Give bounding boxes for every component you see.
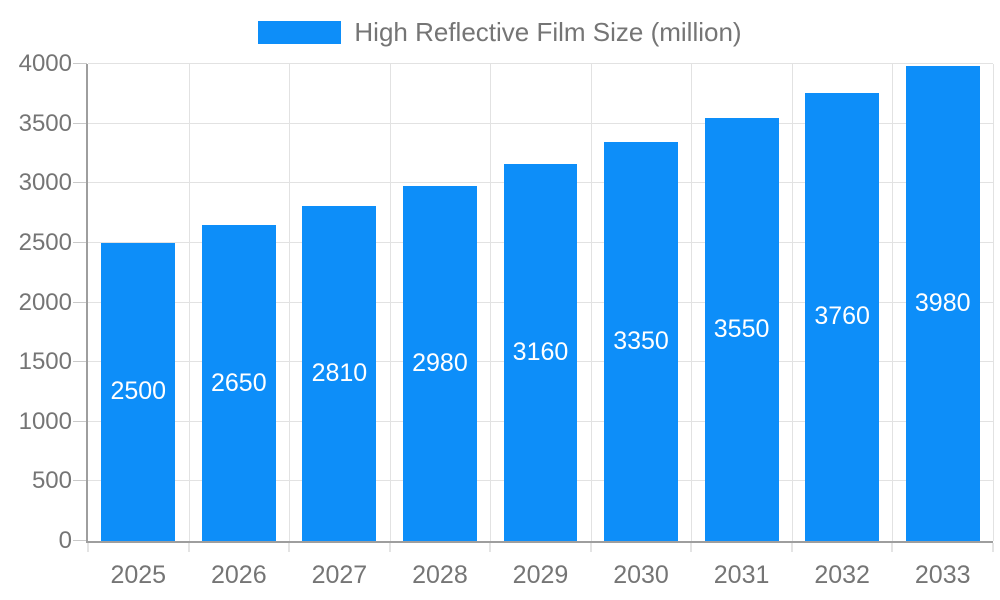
x-tick: [489, 543, 491, 552]
v-gridline: [590, 64, 592, 541]
y-axis-label: 2500: [18, 228, 72, 256]
v-gridline: [389, 64, 391, 541]
v-gridline: [691, 64, 693, 541]
bar-value-label: 3980: [914, 289, 971, 318]
bar: 2980: [402, 185, 477, 541]
bar-value-label: 2980: [412, 348, 468, 377]
x-axis-labels: 2025 2026 2027 2028 2029 2030 2031 2032 2033: [88, 558, 993, 592]
bar-band: 2810: [289, 64, 390, 541]
x-axis-label: 2029: [512, 561, 569, 589]
y-axis-label: 1500: [18, 348, 72, 376]
x-tick: [891, 543, 893, 552]
x-axis-label: 2026: [211, 561, 267, 589]
v-gridline: [791, 64, 793, 541]
v-gridline: [188, 64, 190, 541]
x-ticks: [87, 543, 994, 552]
x-axis-label: 2027: [311, 561, 368, 589]
bar: 3160: [503, 164, 578, 541]
bar: 3760: [805, 92, 880, 541]
y-axis-label: 3500: [18, 109, 72, 137]
bar: 2650: [201, 225, 276, 541]
bar-band: 3350: [591, 64, 692, 541]
x-tick: [389, 543, 391, 552]
bar-value-label: 3760: [814, 302, 870, 331]
x-tick: [690, 543, 692, 552]
y-ticks: [73, 63, 87, 541]
x-axis-line: [86, 541, 993, 543]
legend-swatch: [258, 20, 342, 44]
bar-band: 3160: [490, 64, 591, 541]
v-gridline: [993, 64, 994, 541]
x-axis-label: 2033: [914, 561, 971, 589]
y-axis-label: 500: [31, 467, 72, 495]
y-tick: [73, 361, 87, 363]
x-tick: [188, 543, 190, 552]
bar-value-label: 2650: [211, 368, 267, 397]
bar-band: 3760: [792, 64, 893, 541]
h-gridline: [88, 122, 993, 124]
x-tick: [590, 543, 592, 552]
x-axis-label: 2032: [814, 561, 870, 589]
y-axis-label: 0: [58, 527, 72, 554]
plot-area: 2500 2650 2810 2980 3160 3350 3550 3760 3980: [88, 63, 994, 541]
bar-value-label: 2810: [311, 358, 368, 387]
y-tick: [73, 63, 87, 64]
legend: High Reflective Film Size (million): [0, 13, 1000, 51]
bar-band: 2650: [189, 64, 290, 541]
h-gridline: [88, 63, 993, 64]
v-gridline: [490, 64, 492, 541]
bar-value-label: 3550: [713, 314, 770, 343]
y-tick: [73, 301, 87, 303]
y-axis-label: 2000: [18, 288, 72, 316]
v-gridline: [289, 64, 291, 541]
bar: 2500: [101, 242, 176, 541]
legend-label: High Reflective Film Size (million): [354, 17, 742, 47]
x-tick: [791, 543, 793, 552]
y-axis-line: [86, 64, 88, 543]
v-gridline: [892, 64, 894, 541]
bar-band: 2500: [88, 64, 189, 541]
bar-band: 3550: [691, 64, 792, 541]
bar-value-label: 2500: [110, 377, 167, 406]
x-axis-label: 2031: [713, 561, 770, 589]
y-tick: [73, 182, 87, 184]
y-tick: [73, 480, 87, 482]
bar: 3350: [604, 141, 678, 541]
y-tick: [73, 122, 87, 124]
bar-band: 2980: [390, 64, 491, 541]
bar-value-label: 3160: [512, 338, 569, 367]
x-tick: [87, 543, 89, 552]
x-axis-label: 2025: [110, 561, 167, 589]
bar-value-label: 3350: [613, 326, 669, 355]
y-axis-label: 3000: [18, 169, 72, 197]
bar-band: 3980: [892, 64, 993, 541]
y-axis-label: 4000: [18, 50, 72, 77]
y-axis-labels: 0 500 1000 1500 2000 2500 3000 3500 4000: [0, 52, 72, 553]
y-tick: [73, 420, 87, 422]
bar: 3980: [905, 66, 980, 541]
y-tick: [73, 241, 87, 243]
y-axis-label: 1000: [18, 407, 72, 435]
bar: 3550: [704, 117, 779, 541]
x-tick: [288, 543, 290, 552]
bar: 2810: [302, 205, 377, 541]
x-tick: [992, 543, 994, 552]
x-axis-label: 2028: [412, 561, 468, 589]
y-tick: [73, 540, 87, 541]
x-axis-label: 2030: [613, 561, 669, 589]
